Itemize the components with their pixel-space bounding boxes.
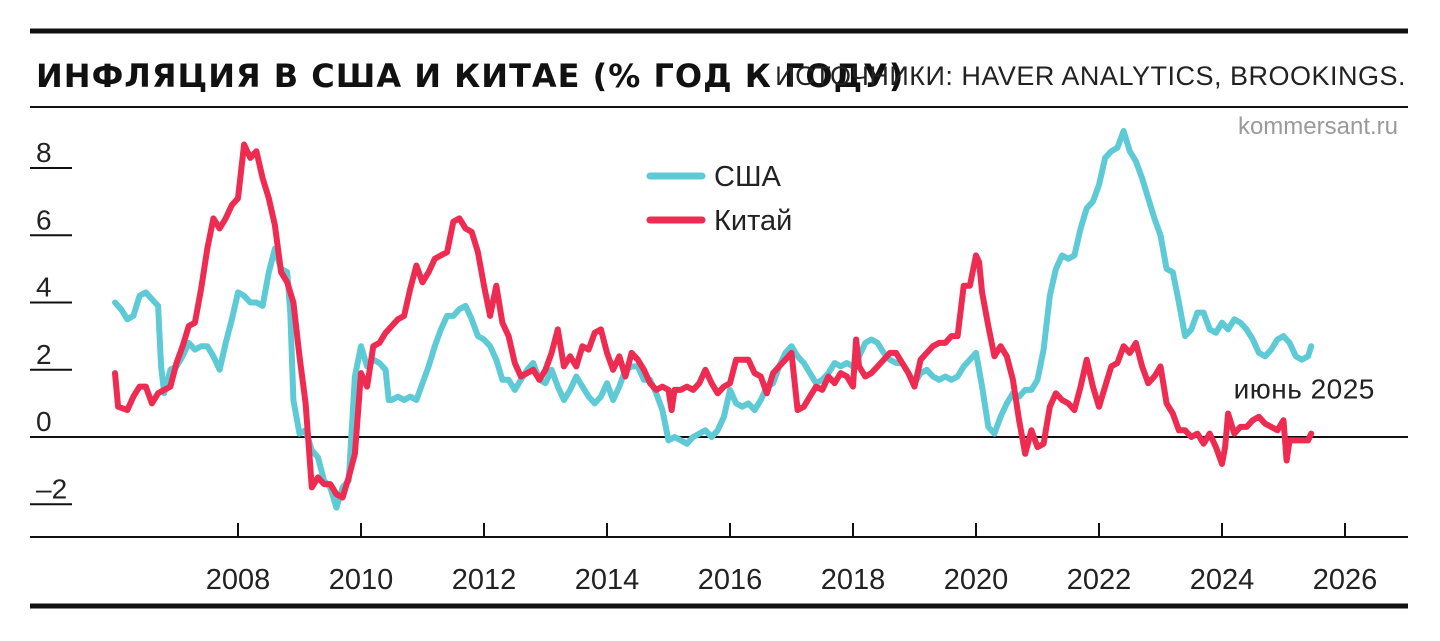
x-tick-label: 2010	[329, 564, 394, 596]
legend-label-china: Китай	[714, 205, 792, 237]
y-tick-label: 6	[36, 204, 52, 235]
x-tick-label: 2024	[1190, 564, 1255, 596]
series-layer	[112, 128, 1315, 511]
legend-item-usa: США	[646, 161, 782, 193]
legend: США Китай	[646, 161, 792, 237]
x-tick-label: 2018	[821, 564, 886, 596]
y-tick-label: 0	[36, 406, 52, 437]
series-line-china	[112, 141, 1315, 501]
y-tick-label: –2	[36, 473, 67, 504]
x-tick-label: 2008	[206, 564, 271, 596]
legend-label-usa: США	[714, 161, 782, 193]
x-tick-label: 2022	[1067, 564, 1132, 596]
x-axis: 2008 2010 2012 2014 2016 2018 2020 2022 2024 2026	[30, 523, 1408, 596]
y-axis: 8 6 4 2 0 –2	[30, 137, 72, 506]
x-tick-label: 2026	[1313, 564, 1378, 596]
y-tick-label: 4	[36, 272, 52, 303]
legend-item-china: Китай	[646, 205, 792, 237]
x-tick-label: 2014	[575, 564, 640, 596]
y-tick-label: 8	[36, 137, 52, 168]
x-tick-label: 2012	[452, 564, 517, 596]
watermark: kommersant.ru	[1238, 113, 1398, 140]
source-note: ИСТОЧНИКИ: HAVER ANALYTICS, BROOKINGS.	[775, 61, 1406, 91]
x-tick-label: 2020	[944, 564, 1009, 596]
y-tick-label: 2	[36, 339, 52, 370]
annotation-june-2025: июнь 2025	[1234, 373, 1375, 404]
chart-title: ИНФЛЯЦИЯ В США И КИТАЕ (% ГОД К ГОДУ)	[36, 57, 904, 95]
x-tick-label: 2016	[698, 564, 763, 596]
